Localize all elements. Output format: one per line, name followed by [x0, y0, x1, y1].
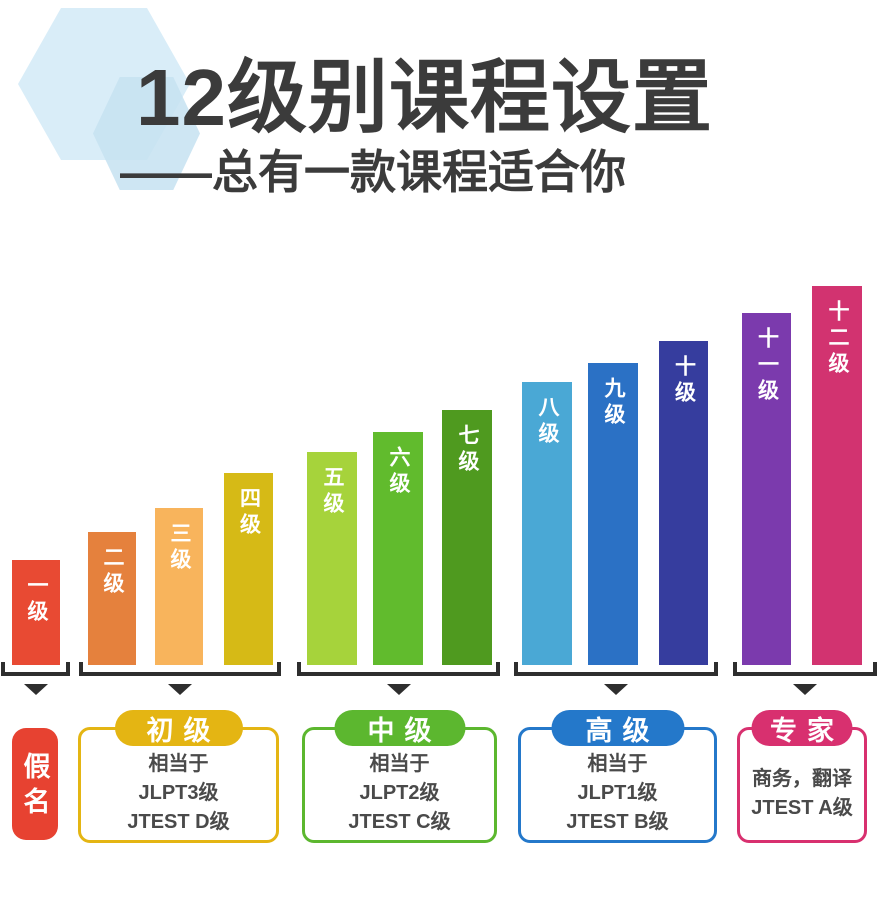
category-pill: 高级 — [551, 710, 684, 746]
bar-label-level-2: 二级 — [101, 546, 124, 598]
down-arrow-icon — [604, 684, 628, 695]
bracket-4 — [514, 662, 718, 676]
bar-level-7: 七级 — [442, 410, 492, 665]
description-line: JTEST B级 — [566, 811, 669, 833]
bar-label-level-10: 十级 — [672, 355, 696, 407]
description-line: JTEST D级 — [127, 811, 230, 833]
category-description: 相当于 JLPT2级 JTEST C级 — [305, 750, 494, 836]
category-card-3: 中级相当于 JLPT2级 JTEST C级 — [302, 710, 497, 843]
bracket-3 — [297, 662, 500, 676]
category-label: 假名 — [19, 752, 50, 822]
category-card-5: 专家商务，翻译 JTEST A级 — [737, 710, 867, 843]
description-line: JLPT1级 — [577, 782, 658, 804]
category-card-1: 假名 — [12, 728, 58, 840]
category-card-4: 高级相当于 JLPT1级 JTEST B级 — [518, 710, 717, 843]
down-arrow-icon — [23, 684, 48, 695]
bar-level-1: 一级 — [12, 560, 60, 665]
bar-level-8: 八级 — [522, 382, 572, 665]
bar-label-level-8: 八级 — [536, 396, 559, 448]
bar-label-level-9: 九级 — [602, 377, 625, 429]
description-line: JTEST A级 — [751, 796, 853, 819]
category-pill: 专家 — [751, 710, 853, 746]
category-pill: 初级 — [114, 710, 243, 746]
bracket-2 — [79, 662, 281, 676]
bar-label-level-5: 五级 — [321, 466, 344, 518]
description-line: JLPT2级 — [359, 782, 440, 804]
down-arrow-icon — [168, 684, 192, 695]
category-description: 商务，翻译 JTEST A级 — [740, 765, 864, 822]
page-title: 12级别课程设置 — [136, 53, 713, 142]
bar-level-3: 三级 — [155, 508, 203, 665]
description-line: 相当于 — [369, 753, 430, 775]
down-arrow-icon — [793, 684, 817, 695]
bracket-1 — [1, 662, 70, 676]
bar-label-level-6: 六级 — [387, 446, 410, 498]
bar-label-level-12: 十二级 — [826, 300, 849, 378]
description-line: JTEST C级 — [348, 811, 451, 833]
bracket-5 — [733, 662, 877, 676]
category-description: 相当于 JLPT3级 JTEST D级 — [81, 750, 276, 836]
bar-level-10: 十级 — [659, 341, 708, 665]
bar-level-5: 五级 — [307, 452, 357, 665]
bar-label-level-3: 三级 — [168, 522, 191, 574]
description-line: JLPT3级 — [138, 782, 219, 804]
category-card-2: 初级相当于 JLPT3级 JTEST D级 — [78, 710, 279, 843]
bar-label-level-4: 四级 — [237, 487, 261, 539]
description-line: 相当于 — [148, 753, 209, 775]
bar-label-level-11: 十一级 — [755, 327, 779, 405]
down-arrow-icon — [386, 684, 411, 695]
bar-level-2: 二级 — [88, 532, 136, 665]
bar-label-level-7: 七级 — [456, 424, 479, 476]
description-line: 相当于 — [587, 753, 648, 775]
bar-level-9: 九级 — [588, 363, 638, 665]
category-pill: 中级 — [334, 710, 465, 746]
bar-level-11: 十一级 — [742, 313, 791, 665]
bar-label-level-1: 一级 — [25, 574, 48, 626]
page-subtitle: ——总有一款课程适合你 — [120, 146, 626, 198]
description-line: 商务，翻译 — [752, 767, 852, 790]
bar-level-4: 四级 — [224, 473, 273, 665]
bar-level-12: 十二级 — [812, 286, 862, 665]
category-description: 相当于 JLPT1级 JTEST B级 — [521, 750, 714, 836]
bar-level-6: 六级 — [373, 432, 423, 665]
